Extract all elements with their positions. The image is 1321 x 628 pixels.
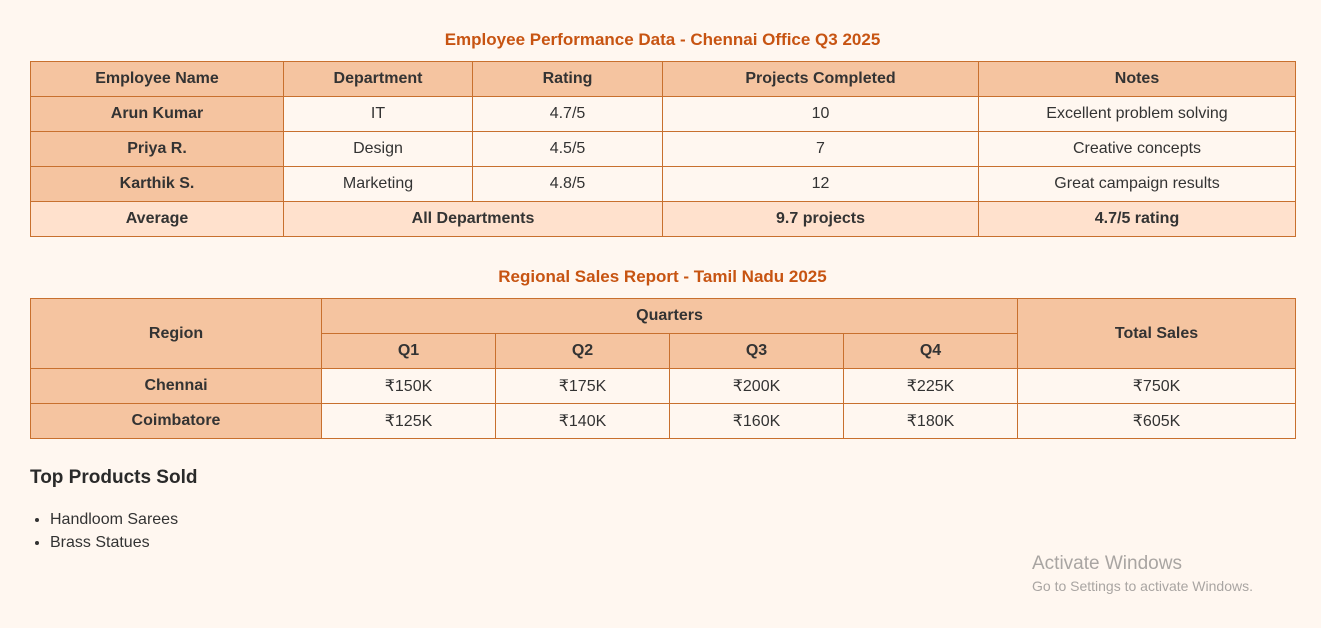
- watermark-subtitle: Go to Settings to activate Windows.: [1032, 578, 1253, 594]
- table-row: Arun Kumar IT 4.7/5 10 Excellent problem…: [30, 96, 1296, 132]
- total-sales-cell: ₹750K: [1017, 368, 1297, 404]
- top-products-heading: Top Products Sold: [30, 467, 198, 488]
- region-cell: Coimbatore: [30, 403, 322, 439]
- q1-cell: ₹125K: [321, 403, 496, 439]
- table-row: Chennai ₹150K ₹175K ₹200K ₹225K ₹750K: [30, 368, 1297, 404]
- projects-cell: 10: [662, 96, 979, 132]
- rating-cell: 4.7/5: [472, 96, 663, 132]
- header-department: Department: [283, 61, 473, 97]
- employee-name-cell: Priya R.: [30, 131, 284, 167]
- header-total-sales: Total Sales: [1017, 298, 1297, 369]
- header-projects-completed: Projects Completed: [662, 61, 979, 97]
- table-header-row: Employee Name Department Rating Projects…: [30, 61, 1296, 97]
- rating-cell: 4.5/5: [472, 131, 663, 167]
- header-q3: Q3: [669, 333, 844, 369]
- table-header-row: Region Quarters Total Sales: [30, 298, 1297, 369]
- sales-table-caption: Regional Sales Report - Tamil Nadu 2025: [498, 267, 827, 286]
- department-cell: Marketing: [283, 166, 473, 202]
- header-quarters: Quarters: [320, 298, 1019, 334]
- notes-cell: Great campaign results: [978, 166, 1296, 202]
- average-departments: All Departments: [283, 201, 663, 237]
- notes-cell: Creative concepts: [978, 131, 1296, 167]
- average-rating: 4.7/5 rating: [978, 201, 1296, 237]
- region-cell: Chennai: [30, 368, 322, 404]
- department-cell: Design: [283, 131, 473, 167]
- notes-cell: Excellent problem solving: [978, 96, 1296, 132]
- average-label: Average: [30, 201, 284, 237]
- header-q2: Q2: [495, 333, 670, 369]
- table-row: Coimbatore ₹125K ₹140K ₹160K ₹180K ₹605K: [30, 403, 1297, 439]
- q2-cell: ₹175K: [495, 368, 670, 404]
- header-q4: Q4: [842, 333, 1019, 369]
- header-region: Region: [30, 298, 322, 369]
- table-row: Priya R. Design 4.5/5 7 Creative concept…: [30, 131, 1296, 167]
- watermark-title: Activate Windows: [1032, 553, 1182, 574]
- q4-cell: ₹180K: [842, 403, 1019, 439]
- employee-name-cell: Karthik S.: [30, 166, 284, 202]
- list-item: Brass Statues: [50, 531, 178, 554]
- department-cell: IT: [283, 96, 473, 132]
- employee-performance-table: Employee Name Department Rating Projects…: [30, 61, 1296, 237]
- list-item: Handloom Sarees: [50, 508, 178, 531]
- rating-cell: 4.8/5: [472, 166, 663, 202]
- table-subheader-row: Q1 Q2 Q3 Q4: [31, 333, 1296, 369]
- employee-table-caption: Employee Performance Data - Chennai Offi…: [444, 30, 881, 49]
- header-q1: Q1: [321, 333, 496, 369]
- projects-cell: 7: [662, 131, 979, 167]
- header-rating: Rating: [472, 61, 663, 97]
- header-employee-name: Employee Name: [30, 61, 284, 97]
- q3-cell: ₹160K: [669, 403, 844, 439]
- q3-cell: ₹200K: [669, 368, 844, 404]
- q4-cell: ₹225K: [842, 368, 1019, 404]
- top-products-list: Handloom Sarees Brass Statues: [30, 508, 178, 554]
- total-sales-cell: ₹605K: [1017, 403, 1297, 439]
- average-row: Average All Departments 9.7 projects 4.7…: [30, 201, 1296, 237]
- header-notes: Notes: [978, 61, 1296, 97]
- average-projects: 9.7 projects: [662, 201, 979, 237]
- employee-name-cell: Arun Kumar: [30, 96, 284, 132]
- q2-cell: ₹140K: [495, 403, 670, 439]
- table-row: Karthik S. Marketing 4.8/5 12 Great camp…: [30, 166, 1296, 202]
- regional-sales-table: Region Quarters Total Sales Q1 Q2 Q3 Q4 …: [30, 298, 1297, 439]
- activate-windows-watermark: Activate Windows Go to Settings to activ…: [1032, 552, 1253, 596]
- projects-cell: 12: [662, 166, 979, 202]
- q1-cell: ₹150K: [321, 368, 496, 404]
